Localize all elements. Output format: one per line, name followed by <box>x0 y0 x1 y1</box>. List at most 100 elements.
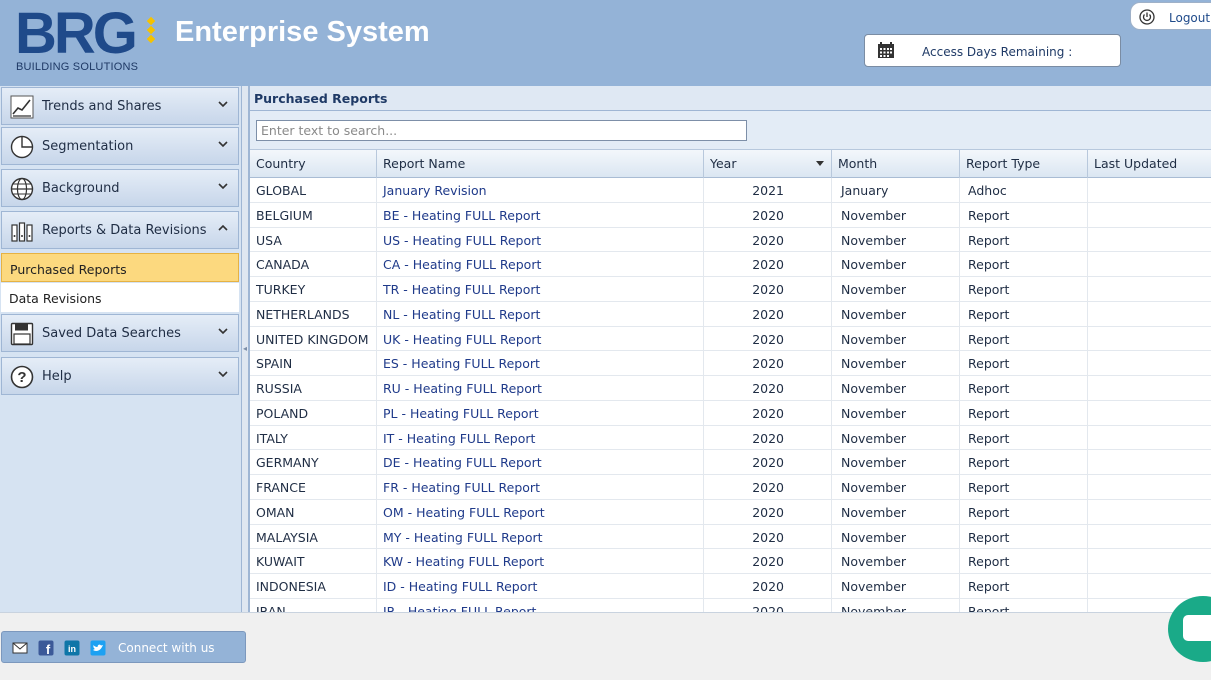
cell-report-type: Report <box>960 376 1088 401</box>
column-header-year[interactable]: Year <box>704 150 832 178</box>
cell-report-name-text[interactable]: January Revision <box>383 183 487 198</box>
cell-report-name[interactable]: UK - Heating FULL Report <box>377 326 704 352</box>
table-row[interactable]: MALAYSIA MY - Heating FULL Report 2020 Nove… <box>250 524 1211 550</box>
cell-report-name[interactable]: RU - Heating FULL Report <box>377 376 704 401</box>
cell-report-name[interactable]: IR - Heating FULL Report <box>377 598 704 612</box>
column-header-report-type[interactable]: Report Type <box>960 150 1088 178</box>
cell-report-name[interactable]: PL - Heating FULL Report <box>377 400 704 426</box>
email-icon[interactable] <box>12 640 28 656</box>
cell-country-text: MALAYSIA <box>256 529 318 545</box>
power-icon <box>1139 9 1155 25</box>
cell-report-name-text[interactable]: ID - Heating FULL Report <box>383 579 538 594</box>
table-row[interactable]: TURKEY TR - Heating FULL Report 2020 Novemb… <box>250 277 1211 302</box>
cell-month: November <box>832 202 960 228</box>
cell-report-name-text[interactable]: FR - Heating FULL Report <box>383 480 540 495</box>
cell-report-name[interactable]: NL - Heating FULL Report <box>377 301 704 327</box>
cell-country: UNITED KINGDOM <box>250 326 377 352</box>
cell-year-text: 2020 <box>752 554 784 570</box>
cell-report-name[interactable]: KW - Heating FULL Report <box>377 549 704 574</box>
cell-report-name-text[interactable]: KW - Heating FULL Report <box>383 554 545 570</box>
cell-year-text: 2020 <box>752 603 784 612</box>
twitter-icon[interactable] <box>90 640 106 656</box>
cell-report-name-text[interactable]: MY - Heating FULL Report <box>383 529 543 545</box>
sort-desc-icon <box>816 161 824 166</box>
cell-report-name[interactable]: OM - Heating FULL Report <box>377 499 704 525</box>
table-row[interactable]: POLAND PL - Heating FULL Report 2020 Novemb… <box>250 400 1211 426</box>
cell-report-name-text[interactable]: NL - Heating FULL Report <box>383 306 541 322</box>
sidebar-item-purchased-reports[interactable]: Purchased Reports <box>1 253 239 282</box>
cell-report-name[interactable]: FR - Heating FULL Report <box>377 475 704 500</box>
cell-last-updated <box>1088 203 1211 228</box>
cell-last-updated <box>1088 228 1211 253</box>
table-row[interactable]: FRANCE FR - Heating FULL Report 2020 Novemb… <box>250 475 1211 500</box>
table-row[interactable]: INDONESIA ID - Heating FULL Report 2020 Nov… <box>250 574 1211 599</box>
cell-report-name[interactable]: IT - Heating FULL Report <box>377 425 704 451</box>
cell-report-name-text[interactable]: ES - Heating FULL Report <box>383 356 540 372</box>
cell-report-name-text[interactable]: CA - Heating FULL Report <box>383 257 542 273</box>
cell-report-name[interactable]: BE - Heating FULL Report <box>377 202 704 228</box>
cell-report-type: Report <box>960 202 1088 228</box>
column-header-month[interactable]: Month <box>832 150 960 178</box>
sidebar-section-trends[interactable]: Trends and Shares <box>1 87 239 125</box>
chart-line-icon <box>10 95 34 119</box>
brg-logo[interactable]: BRG BUILDING SOLUTIONS <box>15 2 175 76</box>
cell-report-name[interactable]: TR - Heating FULL Report <box>377 277 704 302</box>
logo-subtitle: BUILDING SOLUTIONS <box>16 61 139 73</box>
cell-country: GERMANY <box>250 450 377 475</box>
cell-report-name-text[interactable]: RU - Heating FULL Report <box>383 381 542 396</box>
table-row[interactable]: KUWAIT KW - Heating FULL Report 2020 Novemb… <box>250 549 1211 574</box>
table-row[interactable]: SPAIN ES - Heating FULL Report 2020 Novembe… <box>250 351 1211 376</box>
table-row[interactable]: CANADA CA - Heating FULL Report 2020 Novemb… <box>250 252 1211 277</box>
table-row[interactable]: USA US - Heating FULL Report 2020 November R… <box>250 227 1211 253</box>
cell-month: November <box>832 524 960 550</box>
table-row[interactable]: GLOBAL January Revision 2021 January Adhoc <box>250 178 1211 203</box>
sidebar-item-data-revisions[interactable]: Data Revisions <box>1 283 239 312</box>
cell-month-text: November <box>841 381 907 396</box>
cell-report-type-text: Report <box>968 381 1010 396</box>
cell-report-name[interactable]: US - Heating FULL Report <box>377 227 704 253</box>
cell-report-name-text[interactable]: IR - Heating FULL Report <box>383 603 537 612</box>
table-row[interactable]: NETHERLANDS NL - Heating FULL Report 2020 N… <box>250 301 1211 327</box>
column-header-last-updated[interactable]: Last Updated <box>1094 156 1178 171</box>
table-row[interactable]: GERMANY DE - Heating FULL Report 2020 Novem… <box>250 450 1211 475</box>
cell-report-name[interactable]: CA - Heating FULL Report <box>377 252 704 277</box>
table-row[interactable]: RUSSIA RU - Heating FULL Report 2020 Novemb… <box>250 376 1211 401</box>
cell-report-name-text[interactable]: IT - Heating FULL Report <box>383 430 536 446</box>
sidebar-section-reports[interactable]: Reports & Data Revisions <box>1 211 239 249</box>
cell-report-name-text[interactable]: PL - Heating FULL Report <box>383 405 539 421</box>
search-input[interactable] <box>256 120 747 141</box>
table-row[interactable]: OMAN OM - Heating FULL Report 2020 November… <box>250 499 1211 525</box>
logout-button[interactable]: Logout <box>1130 2 1211 30</box>
table-row[interactable]: UNITED KINGDOM UK - Heating FULL Report 20… <box>250 326 1211 352</box>
cell-report-name[interactable]: MY - Heating FULL Report <box>377 524 704 550</box>
cell-report-name[interactable]: DE - Heating FULL Report <box>377 450 704 475</box>
cell-last-updated <box>1088 549 1211 574</box>
cell-year: 2020 <box>704 252 832 277</box>
sidebar-item-label: Purchased Reports <box>10 262 127 277</box>
facebook-icon[interactable]: f <box>38 640 54 656</box>
sidebar-section-background[interactable]: Background <box>1 169 239 207</box>
cell-month-text: November <box>841 430 907 446</box>
cell-report-name-text[interactable]: TR - Heating FULL Report <box>383 282 541 297</box>
cell-report-name-text[interactable]: OM - Heating FULL Report <box>383 504 545 520</box>
cell-report-name-text[interactable]: DE - Heating FULL Report <box>383 455 542 471</box>
cell-month-text: November <box>841 529 907 545</box>
cell-report-name-text[interactable]: US - Heating FULL Report <box>383 232 542 248</box>
cell-year: 2020 <box>704 301 832 327</box>
sidebar-section-segmentation[interactable]: Segmentation <box>1 127 239 165</box>
cell-report-name-text[interactable]: UK - Heating FULL Report <box>383 331 542 347</box>
table-row[interactable]: BELGIUM BE - Heating FULL Report 2020 Novem… <box>250 202 1211 228</box>
column-header-report-name[interactable]: Report Name <box>377 150 704 178</box>
sidebar-section-help[interactable]: ? Help <box>1 357 239 395</box>
cell-report-name-text[interactable]: BE - Heating FULL Report <box>383 207 541 223</box>
cell-report-name[interactable]: ID - Heating FULL Report <box>377 574 704 599</box>
panel-splitter[interactable]: ◂ <box>242 86 249 612</box>
cell-report-name[interactable]: ES - Heating FULL Report <box>377 351 704 376</box>
table-row[interactable]: IRAN IR - Heating FULL Report 2020 November… <box>250 598 1211 612</box>
sidebar-section-saved-searches[interactable]: Saved Data Searches <box>1 314 239 352</box>
column-header-country[interactable]: Country <box>250 150 377 178</box>
linkedin-icon[interactable]: in <box>64 640 80 656</box>
cell-report-name[interactable]: January Revision <box>377 178 704 203</box>
table-row[interactable]: ITALY IT - Heating FULL Report 2020 Novembe… <box>250 425 1211 451</box>
cell-country: NETHERLANDS <box>250 301 377 327</box>
